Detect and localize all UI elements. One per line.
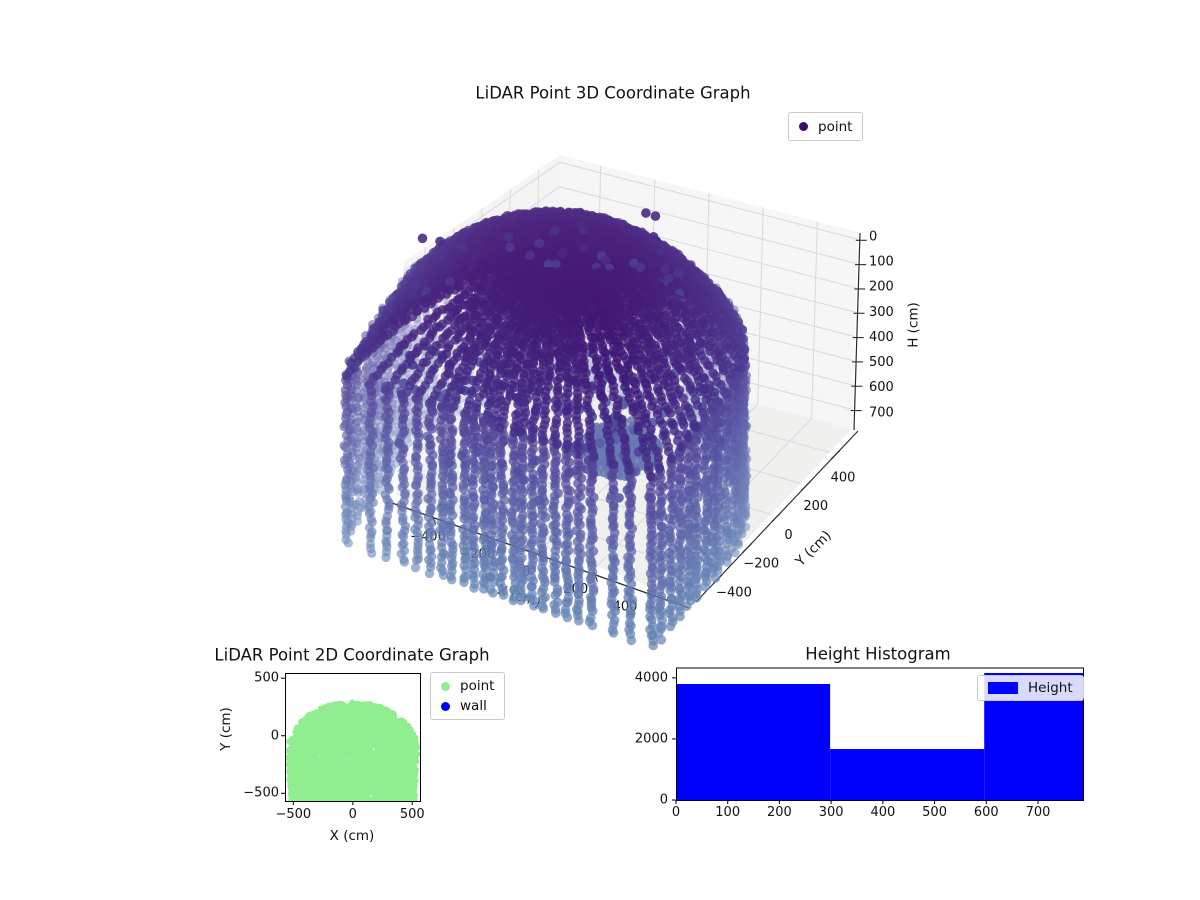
- plot3d-legend: point: [788, 112, 864, 141]
- plot2d-legend: point wall: [430, 672, 506, 720]
- plot2d-x-tick-label: 0: [348, 807, 357, 822]
- point-marker-icon: [441, 681, 450, 691]
- hist-y-tick-label: 0: [659, 792, 668, 808]
- hist-x-tick-label: 100: [715, 805, 741, 820]
- plot2d-y-tick-label: 0: [270, 728, 279, 744]
- hist-legend: Height: [977, 675, 1084, 701]
- plot2d-y-tick-label: −500: [243, 785, 279, 801]
- hist-x-tick-label: 500: [922, 805, 947, 820]
- hist-y-tick-label: 2000: [634, 731, 668, 747]
- height-bar-swatch-icon: [988, 682, 1018, 694]
- legend-entry-point: point: [789, 117, 862, 137]
- plot2d-x-axis-label: X (cm): [329, 828, 375, 844]
- hist-x-tick-label: 400: [870, 805, 896, 820]
- hist-x-tick-label: 700: [1025, 805, 1051, 820]
- hist-x-tick-label: 600: [973, 805, 999, 820]
- plot3d-title: LiDAR Point 3D Coordinate Graph: [475, 83, 751, 103]
- plot2d-title: LiDAR Point 2D Coordinate Graph: [214, 645, 490, 665]
- wall-marker-icon: [441, 701, 450, 711]
- plot2d-x-tick-label: 500: [399, 807, 425, 822]
- hist-x-tick-label: 200: [767, 805, 792, 820]
- plot2d-x-tick-label: −500: [275, 807, 312, 822]
- hist-title: Height Histogram: [805, 644, 951, 664]
- legend-label: wall: [460, 698, 487, 714]
- point-marker-icon: [799, 122, 808, 131]
- plot2d-y-axis-label: Y (cm): [218, 707, 234, 751]
- legend-entry-point: point: [431, 676, 504, 696]
- plot2d-y-tick-label: 500: [254, 670, 279, 686]
- hist-x-tick-label: 0: [671, 805, 681, 820]
- legend-entry-height: Height: [978, 678, 1083, 698]
- legend-label: Height: [1028, 680, 1073, 696]
- legend-entry-wall: wall: [431, 696, 504, 716]
- hist-x-tick-label: 300: [818, 805, 844, 820]
- hist-y-tick-label: 4000: [634, 670, 668, 686]
- legend-label: point: [818, 118, 853, 135]
- legend-label: point: [460, 678, 495, 694]
